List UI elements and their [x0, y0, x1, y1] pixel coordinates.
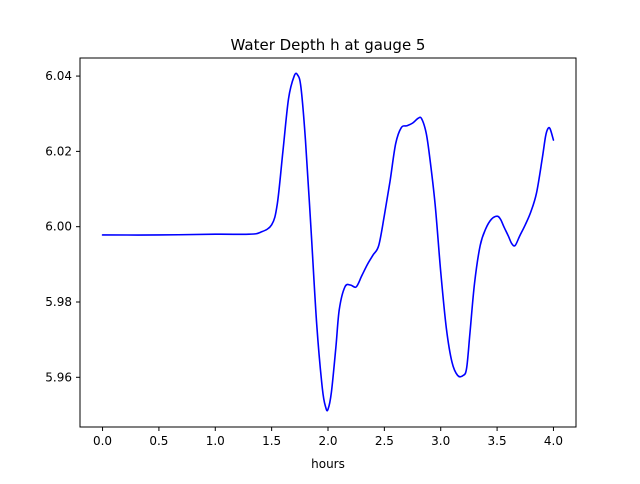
x-tick-label: 2.0	[318, 434, 337, 448]
y-tick-label: 5.96	[45, 370, 72, 384]
x-axis-ticks: 0.0 0.5 1.0 1.5 2.0 2.5 3.0 3.5 4.0	[93, 427, 563, 448]
x-axis-label: hours	[311, 457, 345, 471]
plot-frame	[79, 57, 577, 428]
x-tick-label: 3.0	[431, 434, 450, 448]
x-tick-label: 0.5	[149, 434, 168, 448]
x-tick-label: 0.0	[93, 434, 112, 448]
y-axis-ticks: 5.96 5.98 6.00 6.02 6.04	[45, 69, 80, 384]
x-tick-label: 3.5	[488, 434, 507, 448]
plot-lines	[101, 72, 555, 412]
x-tick-label: 4.0	[544, 434, 563, 448]
series-line-0	[101, 72, 555, 412]
y-tick-label: 5.98	[45, 295, 72, 309]
x-tick-label: 2.5	[375, 434, 394, 448]
y-tick-label: 6.00	[45, 220, 72, 234]
chart-title: Water Depth h at gauge 5	[231, 36, 426, 54]
x-tick-label: 1.0	[206, 434, 225, 448]
y-tick-label: 6.02	[45, 144, 72, 158]
x-tick-label: 1.5	[262, 434, 281, 448]
y-tick-label: 6.04	[45, 69, 72, 83]
